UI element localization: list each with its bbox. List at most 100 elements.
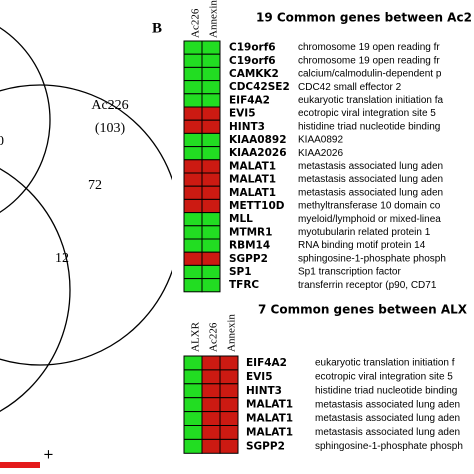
heat-cell: [201, 40, 221, 55]
gene-description: chromosome 19 open reading fr: [298, 55, 440, 66]
heat-cell: [183, 238, 203, 253]
gene-name: MALAT1: [229, 174, 276, 186]
heat-cell: [201, 212, 221, 227]
heat-cell: [219, 369, 239, 385]
heat-cell: [201, 146, 221, 161]
gene-name: KIAA0892: [229, 134, 287, 146]
gene-description: histidine triad nucleotide binding: [298, 121, 440, 132]
gene-description: chromosome 19 open reading fr: [298, 42, 440, 53]
column-header: Annexin: [226, 314, 238, 352]
heat-cell: [201, 119, 221, 134]
gene-name: C19orf6: [229, 42, 276, 54]
heat-cell: [183, 106, 203, 121]
gene-description: CDC42 small effector 2: [298, 82, 402, 93]
heat-cell: [183, 93, 203, 108]
heat-cell: [201, 172, 221, 187]
heat-cell: [201, 438, 221, 454]
heat-cell: [183, 425, 203, 440]
column-header: ALXR: [190, 321, 202, 352]
heat-cell: [201, 425, 221, 440]
gene-name: TFRC: [229, 279, 259, 291]
gene-description: metastasis associated lung aden: [315, 427, 460, 438]
heat-cell: [201, 185, 221, 200]
gene-name: SP1: [229, 266, 252, 278]
heat-cell: [183, 355, 203, 371]
heat-cell: [183, 53, 203, 68]
gene-name: EVI5: [246, 371, 273, 383]
heat-cell: [201, 238, 221, 253]
panel-label: B: [152, 20, 162, 36]
gene-name: RBM14: [229, 240, 270, 252]
heat-cell: [183, 251, 203, 266]
venn-circle: [0, 168, 71, 412]
gene-name: SGPP2: [246, 440, 285, 452]
gene-name: MALAT1: [229, 160, 276, 172]
gene-name: METT10D: [229, 200, 285, 212]
heat-cell: [219, 425, 239, 440]
venn-set-label: Ac226: [91, 98, 128, 113]
gene-description: calcium/calmodulin-dependent p: [298, 69, 442, 80]
heat-cell: [183, 66, 203, 82]
heat-cell: [183, 411, 203, 427]
gene-description: eukaryotic translation initiation fa: [298, 95, 444, 106]
heat-cell: [201, 53, 221, 68]
heat-cell: [183, 185, 203, 200]
heat-cell: [183, 198, 203, 214]
heat-cell: [201, 80, 221, 95]
heat-cell: [201, 264, 221, 280]
gene-description: sphingosine-1-phosphate phosph: [298, 253, 446, 264]
gene-name: HINT3: [229, 121, 265, 133]
gene-name: KIAA2026: [229, 147, 287, 159]
heat-cell: [201, 355, 221, 371]
gene-name: EIF4A2: [246, 357, 287, 369]
gene-name: MTMR1: [229, 226, 272, 238]
gene-name: MLL: [229, 213, 253, 225]
heat-cell: [219, 355, 239, 371]
heat-cell: [219, 411, 239, 427]
gene-description: Sp1 transcription factor: [298, 267, 401, 278]
venn-region: 0: [0, 134, 4, 149]
gene-description: KIAA0892: [298, 135, 343, 146]
heat-cell: [201, 251, 221, 266]
gene-name: MALAT1: [246, 413, 293, 425]
gene-description: ecotropic viral integration site 5: [315, 371, 453, 382]
gene-description: metastasis associated lung aden: [315, 399, 460, 410]
gene-name: SGPP2: [229, 253, 268, 265]
heat-cell: [219, 397, 239, 413]
scale-label: +: [43, 448, 54, 463]
gene-name: EIF4A2: [229, 94, 270, 106]
heat-cell: [183, 369, 203, 385]
heat-cell: [201, 93, 221, 108]
heat-cell: [201, 397, 221, 413]
heat-cell: [183, 132, 203, 148]
heat-cell: [183, 119, 203, 134]
heat-cell: [201, 383, 221, 399]
heat-cell: [201, 225, 221, 240]
venn-region: 72: [88, 178, 102, 193]
heat-cell: [183, 212, 203, 227]
gene-name: CAMKK2: [229, 68, 279, 80]
heat-cell: [183, 278, 203, 293]
gene-description: histidine triad nucleotide binding: [315, 385, 457, 396]
table-title: 7 Common genes between ALX: [258, 303, 468, 317]
gene-name: HINT3: [246, 385, 282, 397]
heat-cell: [201, 159, 221, 174]
gene-description: RNA binding motif protein 14: [298, 240, 426, 251]
heat-cell: [219, 438, 239, 454]
venn-set-count: (103): [95, 121, 126, 136]
table-title: 19 Common genes between Ac2: [256, 11, 472, 25]
heat-cell: [183, 225, 203, 240]
gene-description: metastasis associated lung aden: [298, 174, 443, 185]
gene-description: ecotropic viral integration site 5: [298, 108, 436, 119]
column-header: Annexin: [208, 0, 220, 38]
venn: [0, 27, 181, 412]
gene-name: C19orf6: [229, 55, 276, 67]
column-header: Ac226: [208, 322, 220, 352]
gene-name: MALAT1: [246, 426, 293, 438]
gene-name: MALAT1: [229, 187, 276, 199]
heat-cell: [201, 66, 221, 82]
venn-circle: [0, 27, 51, 213]
heat-cell: [201, 411, 221, 427]
venn-circle: [0, 84, 181, 366]
